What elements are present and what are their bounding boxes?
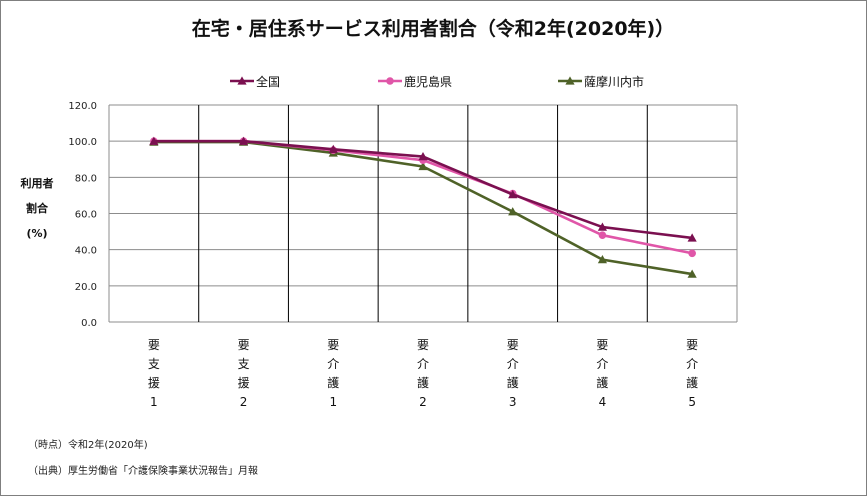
data-point <box>386 77 394 85</box>
y-tick-label: 60.0 <box>75 210 97 221</box>
x-tick-label: 支 <box>238 357 250 371</box>
x-tick-label: 1 <box>150 395 158 409</box>
data-point <box>149 136 159 145</box>
y-tick-label: 0.0 <box>81 318 97 329</box>
data-point <box>598 231 607 239</box>
x-tick-label: 要 <box>596 338 608 352</box>
y-axis-label: (%) <box>26 227 47 240</box>
data-point <box>418 151 428 161</box>
data-point <box>418 161 428 171</box>
data-point <box>238 136 249 145</box>
data-point <box>688 249 696 258</box>
data-point <box>328 144 338 153</box>
x-tick-label: 支 <box>148 357 160 371</box>
x-tick-label: 1 <box>329 395 337 409</box>
x-tick-label: 要 <box>507 338 519 352</box>
y-tick-label: 120.0 <box>68 101 97 112</box>
x-tick-label: 4 <box>599 395 607 409</box>
x-tick-label: 介 <box>596 357 608 371</box>
legend-label: 薩摩川内市 <box>584 74 644 89</box>
x-tick-label: 5 <box>688 395 696 409</box>
x-tick-label: 要 <box>238 338 250 352</box>
x-tick-label: 援 <box>148 376 160 390</box>
x-tick-label: 要 <box>686 338 698 352</box>
data-point <box>597 222 608 231</box>
chart-title: 在宅・居住系サービス利用者割合（令和2年(2020年)） <box>192 17 674 40</box>
data-point <box>597 255 608 264</box>
period-note: （時点）令和2年(2020年) <box>28 440 148 451</box>
data-point <box>508 189 518 199</box>
data-point <box>687 233 697 242</box>
data-point <box>237 76 247 85</box>
source-note: （出典）厚生労働省「介護保険事業状況報告」月報 <box>28 466 258 477</box>
x-tick-label: 介 <box>686 357 698 371</box>
data-point <box>565 76 575 85</box>
y-axis-label: 利用者 <box>21 176 54 190</box>
x-tick-label: 護 <box>507 375 519 390</box>
x-tick-label: 護 <box>417 375 429 390</box>
x-tick-label: 要 <box>327 338 339 352</box>
legend-label: 全国 <box>256 74 280 89</box>
legend-label: 鹿児島県 <box>404 74 452 89</box>
x-tick-label: 護 <box>327 375 339 390</box>
x-tick-label: 2 <box>240 395 248 409</box>
x-tick-label: 護 <box>686 375 698 390</box>
y-tick-label: 100.0 <box>68 137 97 148</box>
x-tick-label: 介 <box>327 357 339 371</box>
y-tick-label: 40.0 <box>75 246 97 257</box>
x-tick-label: 介 <box>417 357 429 371</box>
x-tick-label: 2 <box>419 395 427 409</box>
x-tick-label: 3 <box>509 395 517 409</box>
x-tick-label: 護 <box>596 375 608 390</box>
y-tick-label: 80.0 <box>75 173 97 184</box>
data-point <box>687 269 697 278</box>
x-tick-label: 援 <box>238 376 250 390</box>
x-tick-label: 要 <box>148 338 160 352</box>
x-tick-label: 介 <box>507 357 519 371</box>
y-axis-label: 割合 <box>26 201 49 215</box>
x-tick-label: 要 <box>417 338 429 352</box>
y-tick-label: 20.0 <box>75 282 97 293</box>
data-point <box>508 207 518 216</box>
